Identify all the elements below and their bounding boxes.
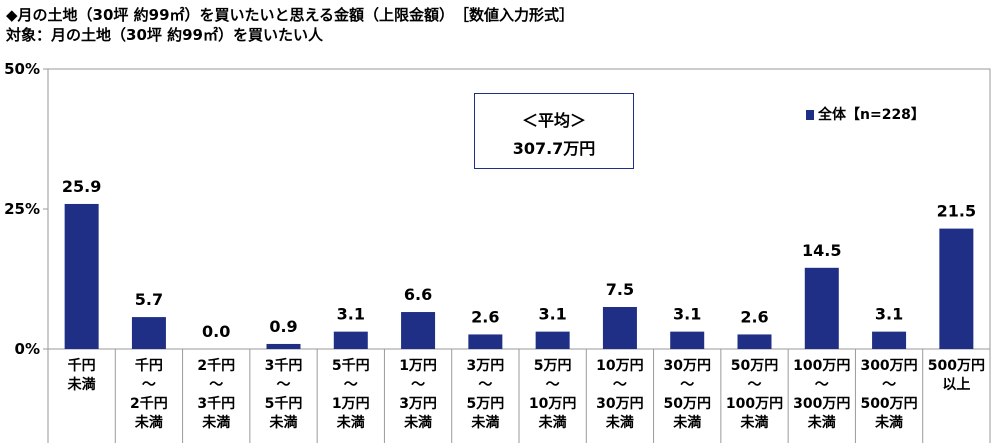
x-tick-label: 50万円 bbox=[663, 396, 710, 412]
x-tick-label: 1万円 bbox=[399, 358, 437, 374]
x-tick-label: 2千円 bbox=[197, 357, 235, 374]
bar bbox=[939, 228, 974, 349]
x-tick-label: 未満 bbox=[673, 414, 701, 431]
x-tick-label: 未満 bbox=[337, 414, 365, 431]
average-box: ＜平均＞ 307.7万円 bbox=[474, 93, 634, 169]
data-label: 14.5 bbox=[802, 241, 841, 260]
data-label: 3.1 bbox=[673, 305, 701, 324]
x-tick-label: 3千円 bbox=[265, 357, 303, 374]
x-tick-label: 5千円 bbox=[332, 357, 370, 374]
x-tick-label: 未満 bbox=[741, 414, 769, 431]
x-tick-label: ～ bbox=[209, 377, 223, 393]
x-tick-label: 未満 bbox=[539, 414, 567, 431]
x-tick-label: 1万円 bbox=[332, 396, 370, 412]
x-tick-label: 千円 bbox=[68, 357, 96, 374]
bar bbox=[131, 317, 166, 349]
average-value: 307.7万円 bbox=[512, 139, 596, 158]
data-label: 5.7 bbox=[135, 290, 163, 309]
x-tick-label: 未満 bbox=[471, 414, 499, 431]
x-tick-label: 2千円 bbox=[130, 395, 168, 412]
y-tick-label: 25% bbox=[4, 200, 40, 218]
x-tick-label: ～ bbox=[882, 377, 896, 393]
data-label: 7.5 bbox=[606, 280, 634, 299]
data-label: 25.9 bbox=[62, 177, 101, 196]
x-tick-label: 5万円 bbox=[466, 396, 504, 412]
x-tick-label: 3千円 bbox=[197, 395, 235, 412]
x-tick-label: 300万円 bbox=[860, 358, 917, 374]
x-tick-label: ～ bbox=[613, 377, 627, 393]
x-tick-label: 未満 bbox=[68, 376, 96, 393]
legend-label: 全体【n=228】 bbox=[818, 107, 925, 123]
x-tick-label: 以上 bbox=[942, 377, 970, 393]
legend: 全体【n=228】 bbox=[806, 104, 925, 124]
x-tick-label: ～ bbox=[411, 377, 425, 393]
legend-swatch bbox=[806, 110, 814, 120]
bar bbox=[266, 343, 301, 349]
x-tick-label: 100万円 bbox=[726, 396, 783, 412]
data-label: 2.6 bbox=[471, 307, 499, 326]
x-tick-label: ～ bbox=[478, 377, 492, 393]
bar bbox=[64, 203, 99, 349]
data-label: 0.0 bbox=[202, 322, 230, 341]
x-tick-label: ～ bbox=[546, 377, 560, 393]
bar bbox=[872, 331, 907, 349]
x-tick-label: ～ bbox=[142, 377, 156, 393]
bar bbox=[401, 312, 436, 349]
x-tick-label: 未満 bbox=[404, 414, 432, 431]
data-label: 3.1 bbox=[538, 305, 566, 324]
x-tick-label: 未満 bbox=[808, 414, 836, 431]
data-label: 6.6 bbox=[404, 285, 432, 304]
x-tick-label: 未満 bbox=[135, 414, 163, 431]
x-tick-label: 5万円 bbox=[534, 358, 572, 374]
x-tick-label: 3万円 bbox=[466, 358, 504, 374]
x-tick-label: 未満 bbox=[270, 414, 298, 431]
x-tick-label: ～ bbox=[277, 377, 291, 393]
x-tick-label: 10万円 bbox=[596, 358, 643, 374]
x-tick-label: ～ bbox=[680, 377, 694, 393]
x-tick-label: 100万円 bbox=[793, 358, 850, 374]
x-tick-label: 千円 bbox=[135, 357, 163, 374]
x-tick-label: 未満 bbox=[202, 414, 230, 431]
x-tick-label: ～ bbox=[815, 377, 829, 393]
x-tick-label: 30万円 bbox=[663, 358, 710, 374]
x-tick-label: ～ bbox=[748, 377, 762, 393]
bar bbox=[737, 334, 772, 349]
bar bbox=[333, 331, 368, 349]
bar bbox=[804, 267, 839, 349]
data-label: 0.9 bbox=[269, 317, 297, 336]
x-tick-label: 500万円 bbox=[928, 358, 985, 374]
chart-subtitle: 対象：月の土地（30坪 約99㎡）を買いたい人 bbox=[6, 26, 323, 44]
x-tick-label: 500万円 bbox=[860, 396, 917, 412]
bar bbox=[602, 307, 637, 349]
data-label: 3.1 bbox=[875, 305, 903, 324]
y-tick-label: 0% bbox=[15, 340, 40, 358]
data-label: 21.5 bbox=[937, 202, 976, 221]
x-tick-label: ～ bbox=[344, 377, 358, 393]
x-tick-label: 未満 bbox=[875, 414, 903, 431]
data-label: 3.1 bbox=[337, 305, 365, 324]
bar bbox=[468, 334, 503, 349]
average-label: ＜平均＞ bbox=[521, 111, 586, 130]
x-tick-label: 5千円 bbox=[265, 395, 303, 412]
chart-title: ◆月の土地（30坪 約99㎡）を買いたいと思える金額（上限金額） ［数値入力形式… bbox=[6, 6, 575, 24]
x-tick-label: 300万円 bbox=[793, 396, 850, 412]
x-tick-label: 3万円 bbox=[399, 396, 437, 412]
y-tick-label: 50% bbox=[4, 60, 40, 78]
x-tick-label: 50万円 bbox=[731, 358, 778, 374]
x-tick-label: 未満 bbox=[606, 414, 634, 431]
data-label: 2.6 bbox=[740, 307, 768, 326]
bar bbox=[535, 331, 570, 349]
bar bbox=[670, 331, 705, 349]
x-tick-label: 30万円 bbox=[596, 396, 643, 412]
x-tick-label: 10万円 bbox=[529, 396, 576, 412]
